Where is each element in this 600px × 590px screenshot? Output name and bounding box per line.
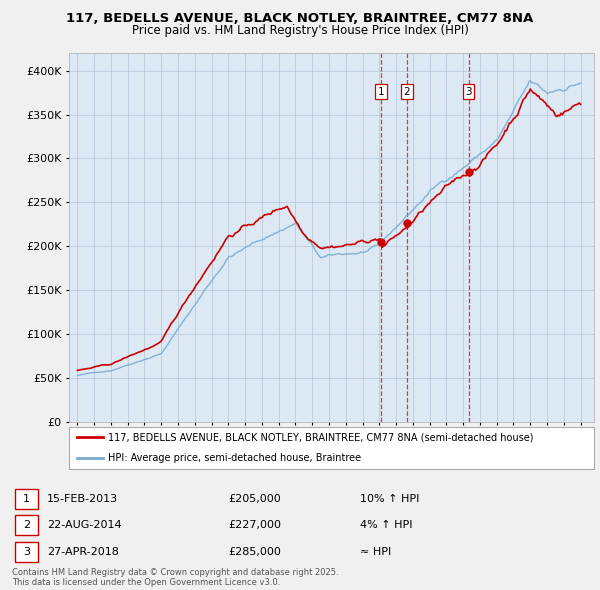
Text: £227,000: £227,000 [228, 520, 281, 530]
Text: Price paid vs. HM Land Registry's House Price Index (HPI): Price paid vs. HM Land Registry's House … [131, 24, 469, 37]
Text: 22-AUG-2014: 22-AUG-2014 [47, 520, 121, 530]
Text: 3: 3 [465, 87, 472, 97]
Text: 3: 3 [23, 547, 30, 556]
Text: 10% ↑ HPI: 10% ↑ HPI [360, 494, 419, 503]
Text: 117, BEDELLS AVENUE, BLACK NOTLEY, BRAINTREE, CM77 8NA: 117, BEDELLS AVENUE, BLACK NOTLEY, BRAIN… [67, 12, 533, 25]
Text: Contains HM Land Registry data © Crown copyright and database right 2025.
This d: Contains HM Land Registry data © Crown c… [12, 568, 338, 587]
Text: 117, BEDELLS AVENUE, BLACK NOTLEY, BRAINTREE, CM77 8NA (semi-detached house): 117, BEDELLS AVENUE, BLACK NOTLEY, BRAIN… [109, 432, 534, 442]
Text: £205,000: £205,000 [228, 494, 281, 503]
Text: 2: 2 [403, 87, 410, 97]
Text: 27-APR-2018: 27-APR-2018 [47, 547, 119, 556]
Text: 1: 1 [378, 87, 385, 97]
Text: 4% ↑ HPI: 4% ↑ HPI [360, 520, 413, 530]
Text: ≈ HPI: ≈ HPI [360, 547, 391, 556]
Text: 1: 1 [23, 494, 30, 503]
Text: HPI: Average price, semi-detached house, Braintree: HPI: Average price, semi-detached house,… [109, 454, 361, 463]
Text: 2: 2 [23, 520, 30, 530]
Text: 15-FEB-2013: 15-FEB-2013 [47, 494, 118, 503]
Text: £285,000: £285,000 [228, 547, 281, 556]
